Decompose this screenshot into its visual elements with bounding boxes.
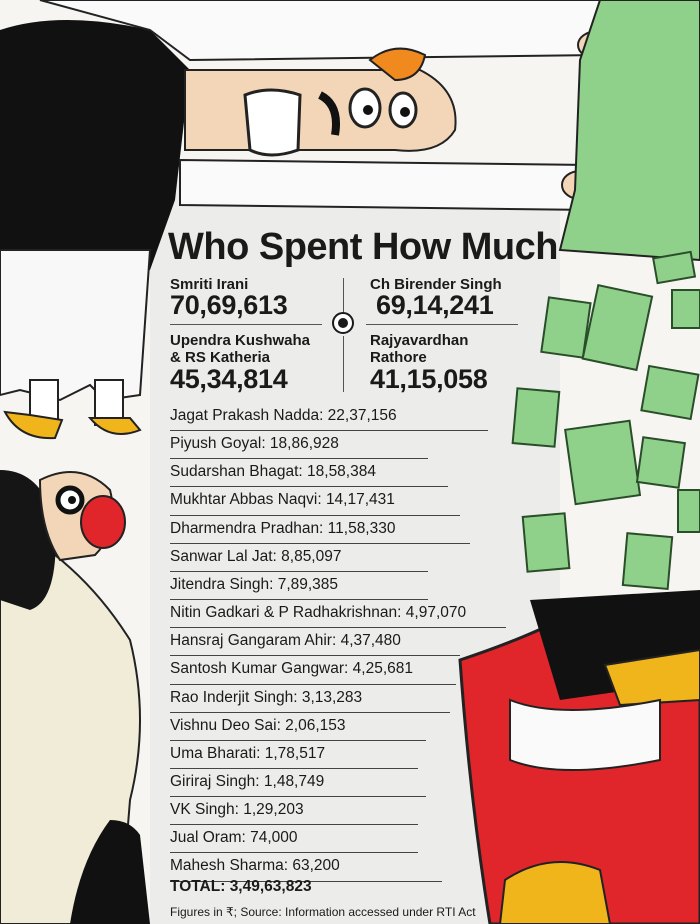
top-spender-2-amount: 69,14,241 (376, 290, 494, 320)
total-spending: TOTAL: 3,49,63,823 (170, 878, 312, 895)
list-divider (170, 796, 426, 798)
list-item: Jagat Prakash Nadda: 22,37,156 (170, 407, 397, 424)
divider-horizontal-right (366, 324, 518, 325)
list-item: Giriraj Singh: 1,48,749 (170, 772, 325, 790)
list-divider (170, 711, 450, 713)
list-divider (170, 880, 442, 882)
cash-bundles (511, 250, 700, 590)
list-divider (170, 655, 460, 657)
top-spender-1-amount: 70,69,613 (170, 290, 288, 320)
list-item: Rao Inderjit Singh: 3,13,283 (170, 688, 363, 706)
man-shoe-left (3, 410, 64, 440)
list-divider (170, 627, 506, 629)
source-note: Figures in ₹; Source: Information access… (170, 905, 476, 919)
divider-vertical-bottom (343, 336, 344, 392)
list-item: Jual Oram: 74,000 (170, 829, 298, 847)
list-divider (170, 514, 460, 516)
list-divider (170, 683, 456, 685)
list-item: Nitin Gadkari & P Radhakrishnan: 4,97,07… (170, 604, 467, 622)
list-item: Dharmendra Pradhan: 11,58,330 (170, 519, 396, 537)
list-item: Uma Bharati: 1,78,517 (170, 744, 326, 762)
man-dhoti (0, 249, 152, 402)
list-item: Sanwar Lal Jat: 8,85,097 (170, 547, 342, 565)
list-divider (170, 570, 428, 572)
list-item: Santosh Kumar Gangwar: 4,25,681 (170, 660, 413, 678)
divider-vertical-top (343, 278, 344, 320)
list-divider (170, 486, 448, 488)
divider-horizontal-left (170, 324, 322, 325)
top-spender-4-amount: 41,15,058 (370, 364, 488, 394)
list-divider (170, 430, 488, 432)
list-item: Mukhtar Abbas Naqvi: 14,17,431 (170, 491, 395, 509)
list-item: Vishnu Deo Sai: 2,06,153 (170, 716, 346, 734)
top-spender-3-amount: 45,34,814 (170, 364, 288, 394)
list-item: Piyush Goyal: 18,86,928 (170, 435, 339, 453)
list-divider (170, 852, 418, 854)
list-item: Jitendra Singh: 7,89,385 (170, 575, 339, 593)
list-divider (170, 542, 470, 544)
list-item: Mahesh Sharma: 63,200 (170, 857, 340, 875)
list-divider (170, 767, 418, 769)
list-divider (170, 458, 428, 460)
page-title: Who Spent How Much (168, 226, 558, 268)
top-spender-4-name: Rajyavardhan Rathore (370, 332, 469, 366)
list-item: Sudarshan Bhagat: 18,58,384 (170, 463, 376, 481)
top-spender-1-name: Smriti Irani (170, 276, 249, 293)
list-divider (170, 599, 428, 601)
top-spender-3-name: Upendra Kushwaha & RS Katheria (170, 332, 311, 366)
list-item: Hansraj Gangaram Ahir: 4,37,480 (170, 632, 401, 650)
top-spender-2-name: Ch Birender Singh (370, 276, 502, 293)
man-vest (0, 20, 190, 270)
center-bullet-icon (332, 312, 354, 334)
cash-sheet (558, 0, 700, 262)
list-divider (170, 824, 418, 826)
man-shoe-right (87, 417, 142, 435)
list-divider (170, 739, 426, 741)
list-item: VK Singh: 1,29,203 (170, 801, 304, 819)
